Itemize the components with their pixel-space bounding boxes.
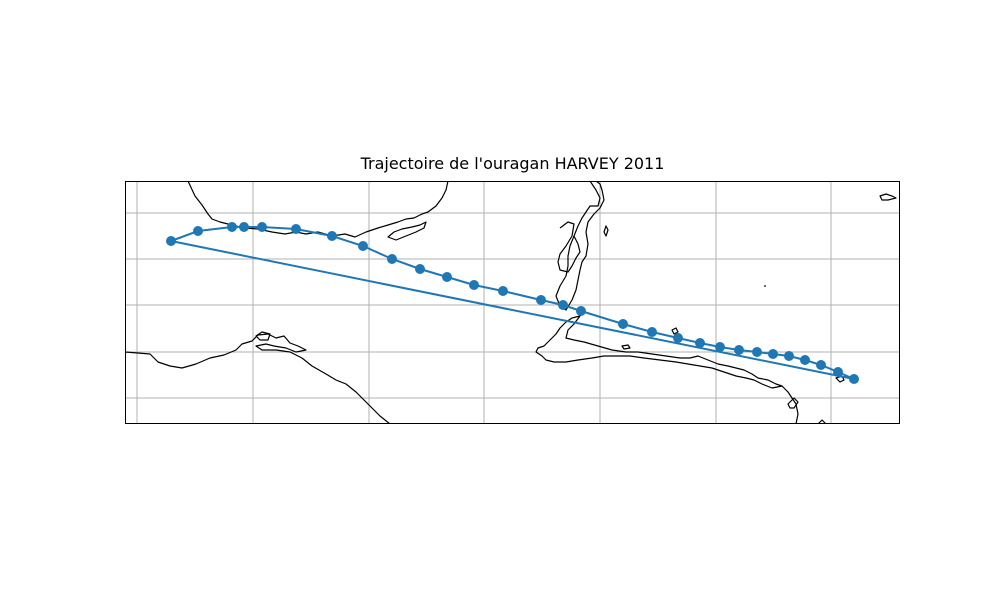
track-point bbox=[768, 349, 778, 359]
track-point bbox=[536, 295, 546, 305]
island bbox=[879, 193, 897, 201]
coastline-florida-east bbox=[557, 221, 581, 273]
track-point bbox=[715, 342, 725, 352]
track-point bbox=[673, 333, 683, 343]
track-point bbox=[734, 345, 744, 355]
track-point bbox=[327, 231, 337, 241]
track-point bbox=[257, 222, 267, 232]
track-point bbox=[166, 236, 176, 246]
island bbox=[671, 327, 679, 335]
island bbox=[621, 344, 631, 350]
track-point bbox=[415, 264, 425, 274]
coastlines bbox=[125, 181, 897, 424]
hurricane-track bbox=[166, 222, 859, 384]
track-point bbox=[618, 319, 628, 329]
coastline-yucatan bbox=[255, 331, 271, 341]
track-point bbox=[784, 351, 794, 361]
track-point bbox=[442, 272, 452, 282]
track-point bbox=[833, 367, 843, 377]
track-point bbox=[227, 222, 237, 232]
coastline-central-america bbox=[125, 333, 391, 424]
track-point bbox=[800, 355, 810, 365]
track-point bbox=[193, 226, 203, 236]
coastline-south-america-2 bbox=[817, 419, 827, 424]
track-point bbox=[498, 286, 508, 296]
track-point bbox=[849, 374, 859, 384]
coastline-north bbox=[555, 181, 605, 311]
coastline-islands bbox=[535, 315, 783, 389]
track-point bbox=[469, 280, 479, 290]
track-point bbox=[558, 300, 568, 310]
track-point bbox=[752, 347, 762, 357]
track-point bbox=[576, 306, 586, 316]
map-title: Trajectoire de l'ouragan HARVEY 2011 bbox=[360, 154, 665, 173]
island bbox=[603, 225, 609, 237]
track-point bbox=[647, 327, 657, 337]
track-point bbox=[816, 360, 826, 370]
track-point bbox=[358, 241, 368, 251]
track-point bbox=[291, 224, 301, 234]
track-line bbox=[170, 226, 855, 380]
coastline-florida bbox=[387, 221, 427, 241]
map-frame bbox=[125, 181, 900, 424]
track-point bbox=[387, 254, 397, 264]
coastline-south-america bbox=[781, 385, 799, 424]
track-point bbox=[695, 338, 705, 348]
track-point bbox=[239, 222, 249, 232]
coastline-gulf bbox=[187, 181, 449, 238]
